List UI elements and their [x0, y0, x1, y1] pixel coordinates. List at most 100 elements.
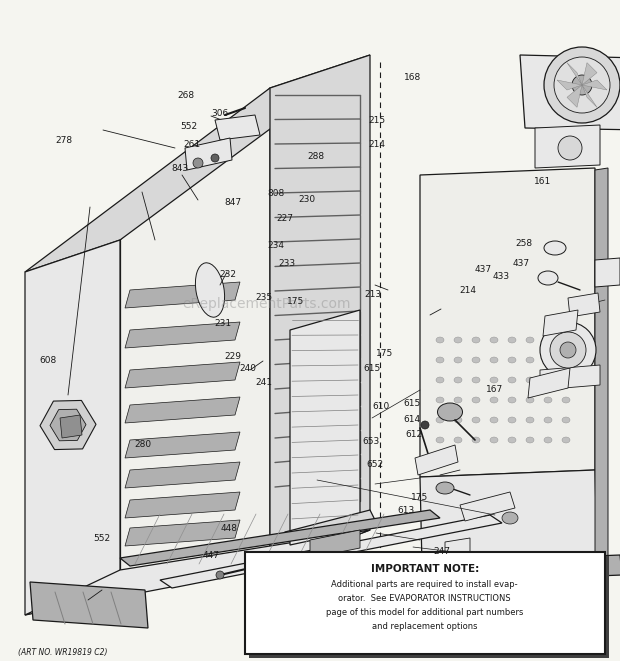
Polygon shape	[595, 168, 608, 562]
Text: 235: 235	[255, 293, 272, 302]
Circle shape	[193, 158, 203, 168]
Ellipse shape	[544, 417, 552, 423]
Ellipse shape	[562, 337, 570, 343]
Polygon shape	[582, 85, 597, 107]
Text: 234: 234	[267, 241, 285, 251]
Polygon shape	[370, 555, 620, 585]
Polygon shape	[595, 258, 620, 287]
Polygon shape	[557, 80, 582, 90]
Ellipse shape	[490, 417, 498, 423]
Text: 843: 843	[171, 164, 188, 173]
Polygon shape	[520, 55, 620, 130]
Polygon shape	[460, 492, 515, 521]
Polygon shape	[25, 240, 120, 615]
Polygon shape	[160, 515, 502, 588]
Polygon shape	[567, 63, 582, 85]
Ellipse shape	[472, 357, 480, 363]
Circle shape	[572, 75, 592, 95]
Text: 433: 433	[492, 272, 510, 281]
Ellipse shape	[538, 271, 558, 285]
Text: 229: 229	[224, 352, 241, 362]
Text: 847: 847	[224, 198, 241, 208]
Ellipse shape	[526, 437, 534, 443]
Text: 215: 215	[368, 116, 386, 126]
Ellipse shape	[526, 377, 534, 383]
FancyBboxPatch shape	[249, 556, 608, 658]
Polygon shape	[420, 168, 595, 477]
Ellipse shape	[490, 377, 498, 383]
Ellipse shape	[472, 337, 480, 343]
Text: 227: 227	[277, 214, 294, 223]
Circle shape	[550, 332, 586, 368]
Text: 447: 447	[202, 551, 219, 560]
Text: and replacement options: and replacement options	[372, 622, 477, 631]
Ellipse shape	[508, 437, 516, 443]
Text: 175: 175	[287, 297, 304, 306]
Polygon shape	[310, 530, 360, 558]
Ellipse shape	[526, 397, 534, 403]
Ellipse shape	[490, 397, 498, 403]
Text: eReplacementParts.com: eReplacementParts.com	[182, 297, 351, 311]
Text: 231: 231	[215, 319, 232, 329]
Polygon shape	[125, 492, 240, 518]
Polygon shape	[270, 55, 370, 568]
Text: 167: 167	[485, 385, 503, 395]
Circle shape	[554, 57, 610, 113]
Polygon shape	[30, 582, 148, 628]
Polygon shape	[568, 293, 600, 317]
Ellipse shape	[544, 437, 552, 443]
Ellipse shape	[526, 417, 534, 423]
Text: 175: 175	[411, 492, 428, 502]
Polygon shape	[582, 63, 597, 85]
Ellipse shape	[544, 357, 552, 363]
Polygon shape	[582, 80, 607, 90]
Ellipse shape	[436, 377, 444, 383]
Text: 808: 808	[267, 189, 285, 198]
Circle shape	[291, 624, 299, 632]
Ellipse shape	[436, 397, 444, 403]
Text: (ART NO. WR19819 C2): (ART NO. WR19819 C2)	[18, 648, 107, 657]
Text: 437: 437	[512, 258, 529, 268]
Text: 653: 653	[362, 437, 379, 446]
Circle shape	[558, 136, 582, 160]
Text: 268: 268	[177, 91, 195, 100]
Polygon shape	[125, 432, 240, 458]
Ellipse shape	[472, 397, 480, 403]
Text: page of this model for additional part numbers: page of this model for additional part n…	[326, 608, 523, 617]
Ellipse shape	[562, 377, 570, 383]
Text: 213: 213	[365, 290, 382, 299]
Circle shape	[540, 322, 596, 378]
Text: 448: 448	[221, 524, 238, 533]
Polygon shape	[215, 115, 260, 140]
Ellipse shape	[454, 377, 462, 383]
Polygon shape	[290, 310, 360, 545]
Text: 258: 258	[515, 239, 533, 248]
Polygon shape	[120, 88, 270, 590]
Text: 288: 288	[308, 152, 325, 161]
Polygon shape	[415, 445, 458, 475]
Circle shape	[544, 47, 620, 123]
Text: 233: 233	[278, 258, 295, 268]
Text: 230: 230	[298, 195, 316, 204]
Text: 214: 214	[459, 286, 477, 295]
Ellipse shape	[544, 241, 566, 255]
Ellipse shape	[508, 337, 516, 343]
Ellipse shape	[436, 337, 444, 343]
Circle shape	[350, 610, 360, 620]
Text: 615: 615	[404, 399, 421, 408]
Polygon shape	[120, 510, 440, 566]
Polygon shape	[125, 462, 240, 488]
Text: 552: 552	[94, 534, 111, 543]
Ellipse shape	[562, 357, 570, 363]
Text: 280: 280	[134, 440, 151, 449]
Text: 278: 278	[55, 136, 73, 145]
Ellipse shape	[508, 397, 516, 403]
Ellipse shape	[454, 357, 462, 363]
Text: IMPORTANT NOTE:: IMPORTANT NOTE:	[371, 564, 479, 574]
Polygon shape	[125, 397, 240, 423]
Text: 612: 612	[405, 430, 423, 440]
Text: 214: 214	[368, 139, 386, 149]
Text: 168: 168	[404, 73, 421, 82]
Circle shape	[560, 342, 576, 358]
Ellipse shape	[472, 437, 480, 443]
